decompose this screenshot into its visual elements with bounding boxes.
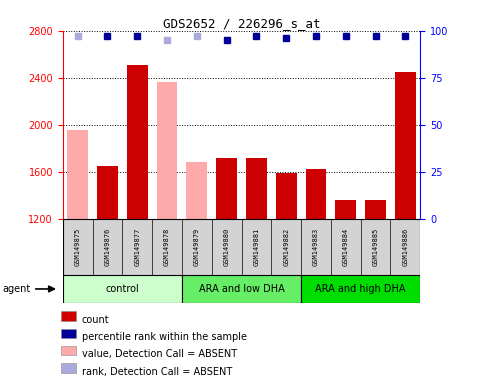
Text: agent: agent xyxy=(2,284,30,294)
Bar xyxy=(246,158,267,219)
Text: percentile rank within the sample: percentile rank within the sample xyxy=(82,332,247,342)
Bar xyxy=(365,200,386,219)
Text: GSM149879: GSM149879 xyxy=(194,228,200,266)
Bar xyxy=(61,311,76,321)
Text: GSM149877: GSM149877 xyxy=(134,228,140,266)
Bar xyxy=(67,129,88,219)
Bar xyxy=(306,169,327,219)
Text: GSM149886: GSM149886 xyxy=(402,228,408,266)
Text: GSM149881: GSM149881 xyxy=(254,228,259,266)
Text: GSM149884: GSM149884 xyxy=(343,228,349,266)
Bar xyxy=(182,275,301,303)
Text: GDS2652 / 226296_s_at: GDS2652 / 226296_s_at xyxy=(163,17,320,30)
Text: GSM149875: GSM149875 xyxy=(75,228,81,266)
Text: control: control xyxy=(105,284,139,294)
Text: GSM149885: GSM149885 xyxy=(372,228,379,266)
Bar xyxy=(216,158,237,219)
Text: ARA and high DHA: ARA and high DHA xyxy=(315,284,406,294)
Text: GSM149876: GSM149876 xyxy=(104,228,111,266)
Text: rank, Detection Call = ABSENT: rank, Detection Call = ABSENT xyxy=(82,366,232,377)
Bar xyxy=(335,200,356,219)
Text: GSM149882: GSM149882 xyxy=(283,228,289,266)
Bar xyxy=(156,83,177,219)
Text: GSM149878: GSM149878 xyxy=(164,228,170,266)
Bar xyxy=(61,329,76,338)
Text: GSM149883: GSM149883 xyxy=(313,228,319,266)
Bar xyxy=(61,346,76,356)
Bar xyxy=(276,173,297,219)
Bar xyxy=(97,166,118,219)
Bar xyxy=(61,363,76,373)
Bar xyxy=(395,72,416,219)
Text: GSM149880: GSM149880 xyxy=(224,228,229,266)
Text: count: count xyxy=(82,314,110,325)
Bar xyxy=(63,275,182,303)
Bar xyxy=(127,65,148,219)
Bar xyxy=(301,275,420,303)
Bar xyxy=(186,162,207,219)
Text: value, Detection Call = ABSENT: value, Detection Call = ABSENT xyxy=(82,349,237,359)
Text: ARA and low DHA: ARA and low DHA xyxy=(199,284,284,294)
